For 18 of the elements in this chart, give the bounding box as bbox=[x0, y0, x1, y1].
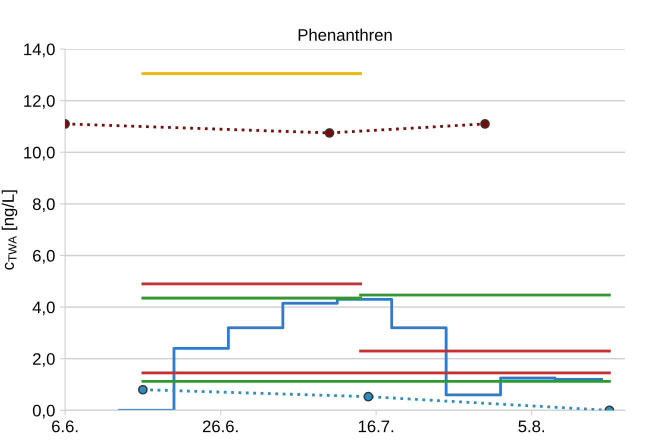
y-axis-title: c$_{TWA}$ [ng/L] bbox=[2, 190, 18, 270]
y-tick-label: 4,0 bbox=[32, 302, 55, 316]
point bbox=[363, 392, 374, 402]
y-tick-label: 0,0 bbox=[32, 404, 55, 418]
x-tick-label: 5.8. bbox=[518, 420, 544, 432]
y-tick-label: 6,0 bbox=[33, 250, 55, 264]
y-tick-label: 14,0 bbox=[24, 43, 55, 58]
y-tick-label: 12,0 bbox=[24, 95, 55, 109]
x-tick-label: 6.6. bbox=[52, 420, 78, 432]
x-tick-label: 16.7. bbox=[358, 420, 394, 432]
point bbox=[138, 384, 148, 395]
point bbox=[324, 128, 334, 138]
x-tick-label: 26.6. bbox=[202, 420, 238, 432]
chart-title: Phenanthren bbox=[298, 28, 392, 41]
y-tick-label: 2,0 bbox=[33, 353, 55, 367]
y-tick-label: 10,0 bbox=[24, 146, 55, 160]
point bbox=[480, 119, 490, 129]
y-tick-label: 8,0 bbox=[32, 198, 55, 212]
